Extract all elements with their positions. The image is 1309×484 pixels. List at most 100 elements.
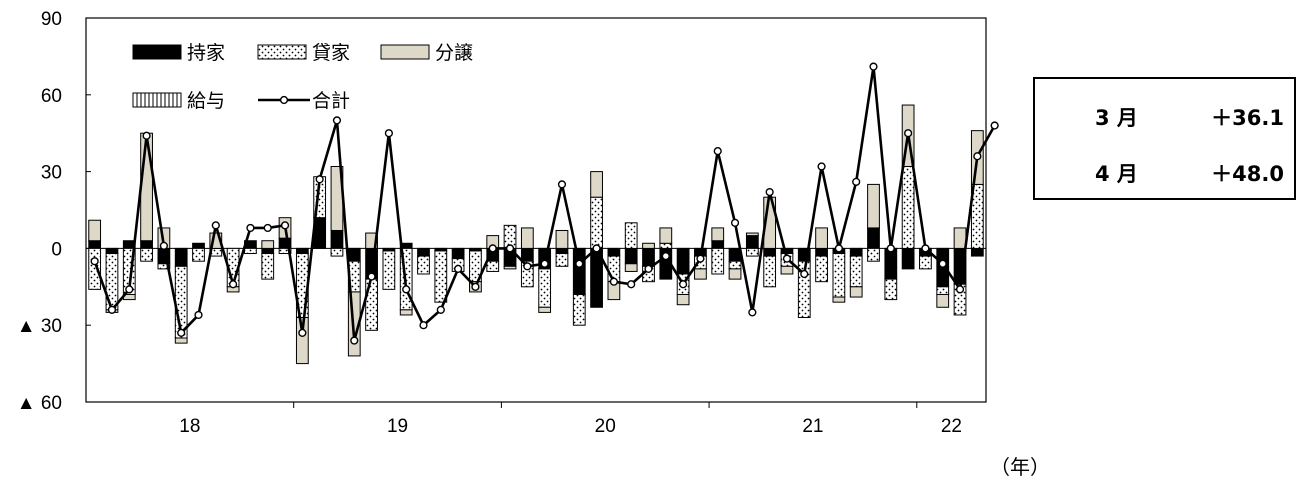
- bar-segment: [174, 247, 188, 267]
- bar-segment: [572, 293, 586, 326]
- bar-segment: [797, 260, 811, 319]
- bar-segment: [936, 293, 950, 308]
- total-point: [263, 223, 272, 233]
- bar-segment: [763, 247, 777, 257]
- legend-label: 分譲: [435, 42, 473, 64]
- total-point: [419, 321, 428, 330]
- bar-segment: [261, 253, 275, 280]
- bar-segment: [694, 268, 707, 280]
- bar-segment: [745, 235, 759, 249]
- bar-segment: [919, 255, 932, 270]
- bar-segment: [520, 260, 534, 288]
- bar-segment: [347, 247, 361, 262]
- callout-value: ＋36.1: [1211, 106, 1284, 130]
- x-unit-label: （年）: [990, 455, 1050, 479]
- total-point: [557, 180, 567, 189]
- bar-segment: [659, 227, 673, 244]
- bar-segment: [330, 247, 344, 257]
- bar-segment: [192, 247, 205, 262]
- bar-segment: [555, 229, 569, 249]
- total-point: [661, 251, 670, 261]
- total-point: [696, 254, 705, 263]
- total-point: [592, 244, 601, 253]
- bar-segment: [520, 227, 534, 249]
- total-point: [904, 129, 913, 138]
- bar-segment: [867, 227, 880, 249]
- bar-segment: [763, 255, 777, 288]
- total-point: [817, 162, 826, 171]
- bar-segment: [538, 268, 552, 308]
- bar-segment: [884, 247, 898, 280]
- bar-segment: [728, 268, 742, 280]
- total-point: [782, 254, 792, 263]
- plot-frame: [85, 17, 987, 403]
- bar-segment: [884, 278, 898, 301]
- bar-segment: [745, 247, 759, 257]
- bar-segment: [642, 242, 655, 249]
- bar-segment: [659, 242, 673, 249]
- total-point: [367, 272, 376, 281]
- bar-segment: [295, 247, 309, 255]
- bar-segment: [278, 247, 292, 255]
- x-tick-label: 19: [387, 416, 408, 437]
- bar-segment: [832, 253, 846, 298]
- total-point: [159, 241, 168, 250]
- total-point: [315, 175, 324, 184]
- bar-segment: [953, 227, 967, 249]
- bar-segment: [849, 255, 863, 288]
- total-point: [990, 121, 999, 130]
- bar-segment: [261, 240, 275, 249]
- total-point: [194, 310, 203, 320]
- y-tick-label: 30: [41, 163, 62, 184]
- bar-segment: [745, 232, 759, 237]
- callout-row: 3 月 ＋36.1: [1035, 102, 1294, 132]
- bar-segment: [88, 247, 102, 290]
- total-point: [834, 244, 843, 253]
- bar-segment: [330, 229, 344, 249]
- y-tick-label: 0: [51, 239, 62, 260]
- total-point: [540, 259, 549, 268]
- bar-segment: [780, 265, 794, 275]
- bar-segment: [590, 171, 603, 198]
- bar-segment: [140, 240, 153, 249]
- bar-segment: [901, 165, 915, 249]
- bar-segment: [936, 286, 950, 295]
- total-point: [627, 280, 636, 289]
- bar-segment: [624, 247, 638, 265]
- y-tick-label: ▲ 30: [17, 316, 62, 337]
- bar-segment: [417, 255, 430, 275]
- bar-segment: [780, 247, 794, 255]
- total-point: [332, 116, 342, 125]
- bar-segment: [849, 286, 863, 298]
- total-point: [177, 328, 186, 337]
- bar-segment: [607, 247, 621, 257]
- callout-row: 4 月 ＋48.0: [1035, 158, 1294, 188]
- bar-segment: [192, 242, 205, 249]
- bar-segment: [538, 306, 552, 313]
- total-point: [938, 259, 947, 268]
- bar-segment: [832, 296, 846, 303]
- total-point: [125, 285, 134, 294]
- total-point: [384, 129, 393, 138]
- bar-segment: [365, 232, 378, 249]
- bar-segment: [901, 247, 915, 270]
- bar-segment: [295, 317, 309, 365]
- x-tick-label: 21: [802, 416, 823, 437]
- x-tick-label: 18: [179, 416, 200, 437]
- total-point: [523, 262, 532, 271]
- total-point: [921, 244, 930, 253]
- bar-segment: [676, 293, 690, 306]
- bar-segment: [417, 247, 430, 257]
- total-point: [852, 177, 861, 186]
- bar-segment: [572, 247, 586, 295]
- total-point: [488, 244, 497, 253]
- bar-segment: [624, 222, 638, 249]
- bar-segment: [244, 247, 257, 255]
- callout-box: 3 月 ＋36.1 4 月 ＋48.0: [1033, 77, 1296, 200]
- bar-segment: [555, 247, 569, 255]
- bar-segment: [399, 309, 413, 316]
- legend-swatch: [257, 44, 307, 60]
- bar-segment: [728, 260, 742, 270]
- total-point: [90, 257, 99, 266]
- legend-label: 給与: [187, 90, 225, 112]
